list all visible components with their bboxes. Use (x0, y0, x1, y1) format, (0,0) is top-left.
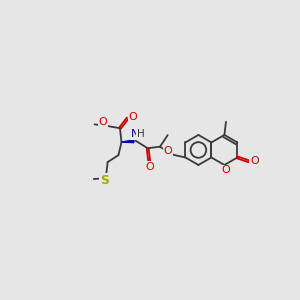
Text: N: N (130, 129, 139, 140)
Text: O: O (99, 117, 107, 127)
Polygon shape (122, 140, 134, 142)
Text: H: H (137, 129, 145, 139)
Text: O: O (222, 165, 230, 176)
Text: O: O (146, 162, 154, 172)
Text: S: S (100, 174, 109, 187)
Text: O: O (250, 156, 259, 166)
Text: O: O (163, 146, 172, 156)
Text: O: O (129, 112, 137, 122)
